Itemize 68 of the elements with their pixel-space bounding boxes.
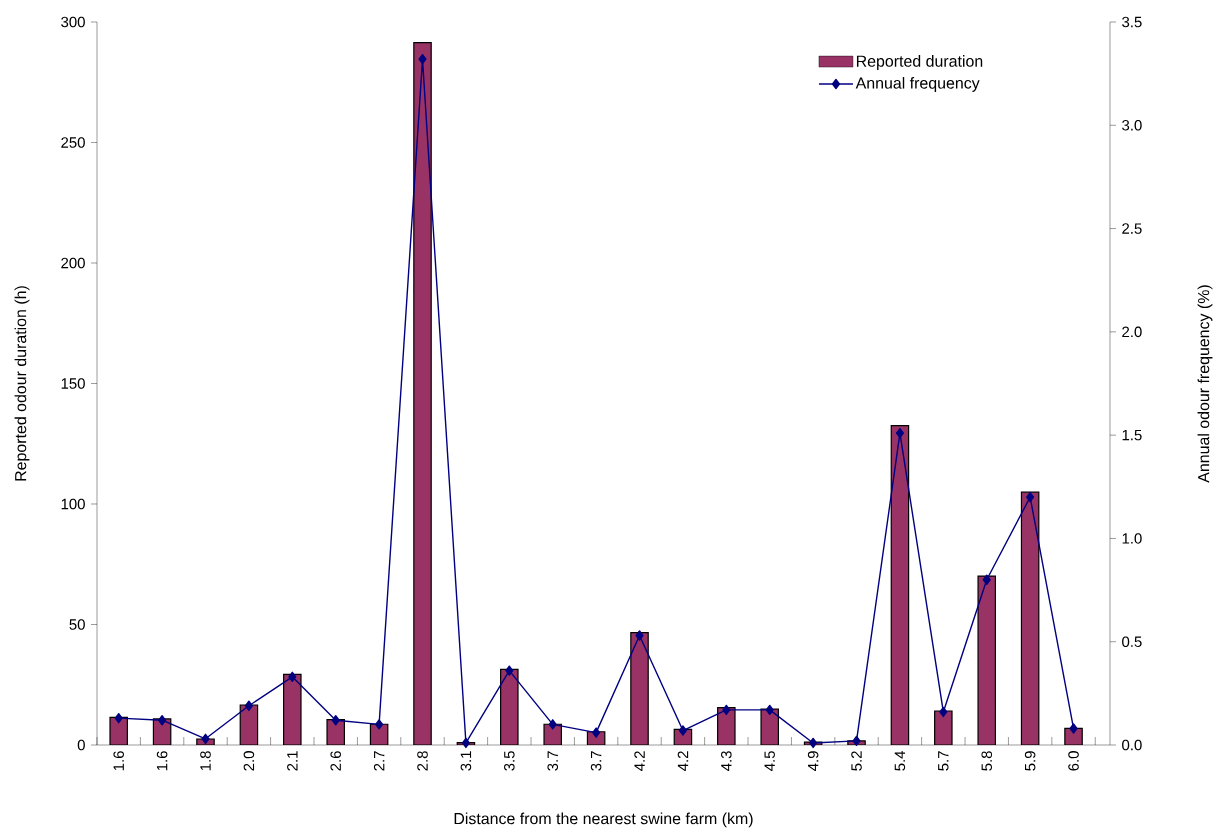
point: [375, 719, 384, 730]
y2-axis-title: Annual odour frequency (%): [1197, 285, 1213, 483]
y2-tick-label: 2.0: [1122, 326, 1142, 338]
x-tick-label: 4.2: [677, 751, 689, 771]
x-tick-label: 6.0: [1068, 751, 1079, 771]
y2-tick-label: 2.5: [1122, 223, 1142, 234]
point: [461, 737, 470, 749]
point: [1026, 491, 1035, 503]
point: [418, 53, 427, 65]
point: [331, 715, 340, 726]
y2-tick-label: 1.5: [1122, 429, 1142, 441]
legend-label: Annual frequency: [855, 77, 980, 92]
x-tick-label: 4.2: [634, 751, 645, 771]
bar: [413, 42, 432, 745]
x-tick-label: 2.7: [373, 751, 385, 771]
legend-label: Reported duration: [856, 55, 983, 70]
point: [201, 733, 210, 744]
point: [635, 630, 644, 641]
x-tick-label: 5.4: [894, 750, 906, 771]
x-tick-label: 2.1: [287, 751, 298, 771]
x-tick-label: 5.7: [938, 751, 949, 771]
y2-tick-label: 0.0: [1122, 739, 1142, 751]
bar: [630, 632, 649, 745]
x-tick-label: 5.8: [981, 751, 993, 771]
y2-tick-label: 3.5: [1122, 16, 1142, 28]
bar: [890, 425, 910, 745]
y-tick-label: 300: [61, 16, 85, 28]
x-tick-label: 4.3: [721, 751, 732, 771]
x-tick-label: 3.7: [547, 751, 558, 771]
point: [244, 700, 253, 711]
y2-tick-label: 1.0: [1122, 533, 1142, 544]
y2-tick-label: 0.5: [1122, 636, 1142, 647]
y-tick-label: 150: [61, 378, 85, 389]
x-tick-label: 3.5: [504, 751, 515, 771]
point: [852, 735, 861, 747]
point: [722, 704, 731, 716]
point: [895, 427, 904, 439]
y-axis-title: Reported odour duration (h): [14, 286, 30, 481]
point: [288, 671, 297, 683]
y-tick-label: 50: [69, 619, 85, 630]
point: [678, 725, 687, 736]
x-tick-label: 3.1: [460, 751, 472, 771]
point: [765, 704, 774, 716]
x-tick-label: 5.2: [851, 751, 862, 771]
point: [158, 715, 167, 726]
x-tick-label: 1.6: [113, 751, 124, 771]
y-tick-label: 200: [61, 257, 85, 269]
x-tick-label: 2.0: [243, 751, 255, 771]
y2-tick-label: 3.0: [1122, 119, 1142, 131]
point: [982, 574, 991, 585]
y-tick-label: 250: [61, 137, 85, 148]
x-tick-label: 1.6: [156, 751, 168, 771]
point: [548, 719, 557, 730]
point: [505, 665, 514, 676]
point: [1069, 723, 1078, 734]
y-tick-label: 0: [77, 739, 85, 751]
point: [939, 706, 948, 718]
x-tick-label: 4.9: [807, 751, 819, 771]
y-tick-label: 100: [61, 498, 85, 510]
x-axis-title: Distance from the nearest swine farm (km): [454, 812, 753, 828]
x-tick-label: 1.8: [200, 751, 211, 771]
x-tick-label: 4.5: [764, 751, 775, 771]
x-tick-label: 5.9: [1024, 751, 1036, 771]
x-tick-label: 3.7: [590, 751, 602, 771]
x-tick-label: 2.8: [417, 751, 428, 771]
x-tick-label: 2.6: [330, 751, 341, 771]
point: [809, 737, 818, 749]
point: [114, 712, 123, 724]
